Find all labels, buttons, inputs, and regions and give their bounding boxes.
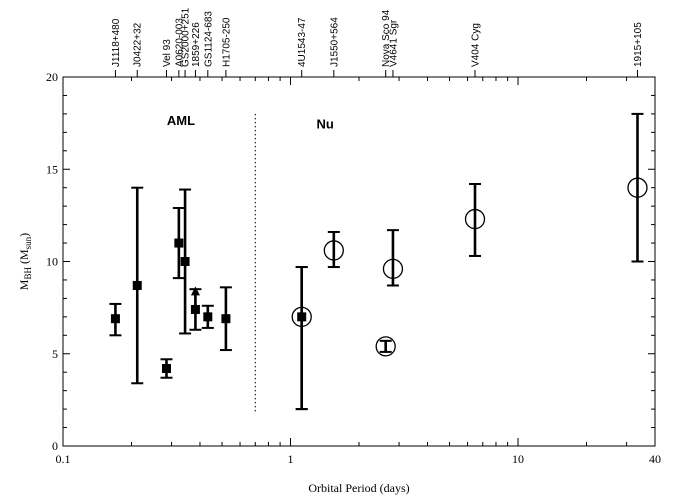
- y-tick-label: 20: [46, 70, 58, 84]
- source-label: A0620-003: [174, 18, 185, 67]
- source-label: J0422+32: [133, 22, 144, 67]
- source-label: Nova Sco 94: [381, 9, 392, 67]
- data-point-square: [132, 280, 142, 290]
- source-label: GS1124-683: [203, 11, 214, 67]
- region-label: Nu: [316, 117, 333, 132]
- data-point-circle: [464, 208, 486, 230]
- data-point-circle: [375, 336, 396, 357]
- data-marks: AML Nu: [109, 112, 648, 413]
- source-label: Vel 93: [162, 39, 173, 67]
- source-label: GS2000+251: [181, 7, 192, 67]
- source-label: V4641 Sgr: [388, 19, 399, 67]
- x-tick-label: 0.1: [56, 452, 71, 466]
- data-point-circle: [291, 306, 312, 328]
- data-point-square: [174, 238, 184, 248]
- data-point-square: [221, 314, 231, 324]
- source-label: V404 Cyg: [471, 23, 482, 67]
- x-axis-label: Orbital Period (days): [308, 481, 409, 495]
- y-axis-label-paren: (M: [17, 249, 31, 267]
- source-label: 1915+105: [633, 22, 644, 67]
- source-label: 4U1543-47: [297, 17, 308, 67]
- y-tick-label: 10: [46, 255, 58, 269]
- lower-limit-arrow-head: [190, 286, 200, 296]
- source-label: H1705-250: [221, 17, 232, 67]
- plot-frame: [62, 76, 656, 447]
- source-label: 1859+226: [191, 22, 202, 67]
- x-tick-label: 1: [288, 452, 294, 466]
- data-point-circle: [323, 240, 344, 261]
- data-point-circle: [627, 177, 648, 198]
- tick-labels: 0 5 10 15 20 0.1 1 10 40: [46, 70, 661, 466]
- data-point-square: [161, 364, 171, 374]
- data-point-square: [110, 314, 120, 324]
- y-axis-label: MBH (Msun): [17, 233, 33, 290]
- source-labels: J1118+480 J0422+32 Vel 93 A0620-003GS2000+2…: [111, 7, 644, 77]
- y-tick-label: 15: [46, 162, 58, 176]
- axis-ticks: [62, 76, 655, 447]
- data-point-square: [203, 312, 213, 322]
- y-tick-label: 5: [52, 347, 58, 361]
- source-label: J1550+564: [329, 17, 340, 67]
- y-tick-label: 0: [52, 439, 58, 453]
- source-label: J1118+480: [111, 18, 122, 67]
- y-axis-label-paren-sub: sun: [23, 236, 33, 249]
- x-tick-label: 10: [512, 452, 524, 466]
- y-axis-label-main: M: [17, 279, 31, 290]
- x-tick-label: 40: [649, 452, 661, 466]
- y-axis-label-paren-close: ): [17, 233, 31, 237]
- y-axis-label-sub: BH: [23, 267, 33, 280]
- data-point-square: [180, 257, 190, 266]
- region-label: AML: [167, 113, 195, 128]
- data-point-square: [297, 312, 307, 322]
- data-point-circle: [382, 258, 404, 280]
